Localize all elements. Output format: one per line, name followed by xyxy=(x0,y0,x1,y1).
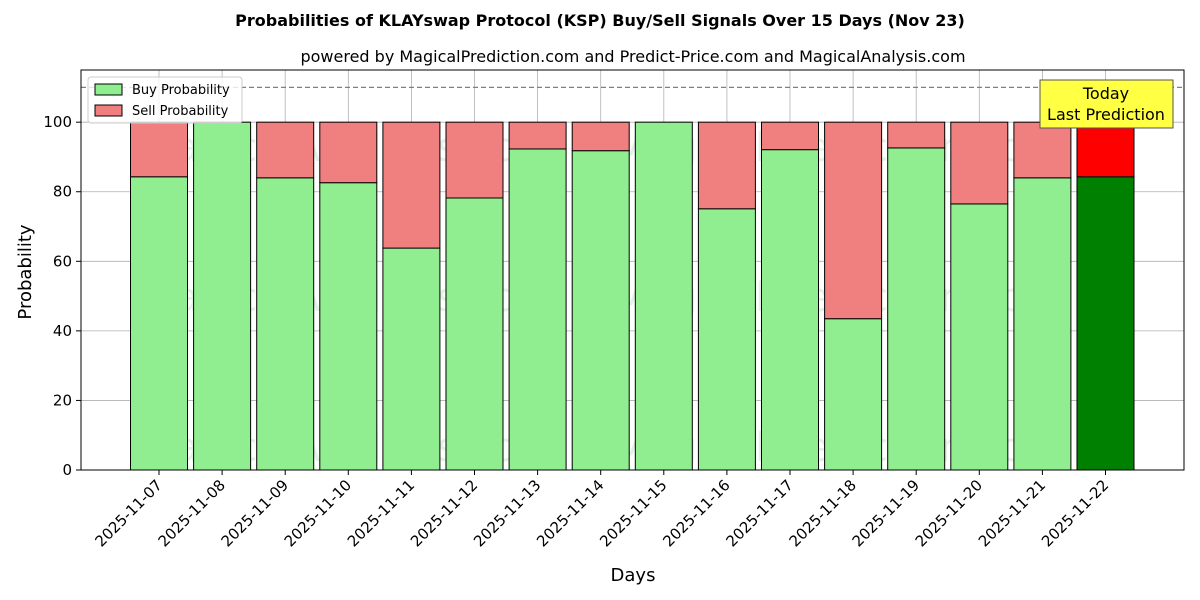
y-tick-label: 0 xyxy=(62,461,72,479)
x-tick-label: 2025-11-21 xyxy=(975,476,1049,550)
buy-bar xyxy=(887,147,946,471)
x-tick-label: 2025-11-13 xyxy=(470,476,544,550)
legend-swatch xyxy=(94,83,123,96)
sell-bar xyxy=(761,121,819,151)
x-tick-label: 2025-11-11 xyxy=(344,476,418,550)
x-tick-label: 2025-11-18 xyxy=(786,476,860,550)
buy-bar xyxy=(824,318,883,471)
legend-entry: Sell Probability xyxy=(132,104,229,119)
x-axis-ticks: 2025-11-072025-11-082025-11-092025-11-10… xyxy=(91,470,1112,550)
buy-bar xyxy=(256,177,315,471)
y-tick-label: 40 xyxy=(53,322,72,340)
buy-bar xyxy=(697,208,756,471)
x-tick-label: 2025-11-08 xyxy=(155,476,229,550)
sell-bar xyxy=(824,121,883,320)
plot-frame xyxy=(80,69,1185,471)
sell-bar xyxy=(697,121,756,210)
sell-bar xyxy=(382,121,441,249)
x-tick-label: 2025-11-12 xyxy=(407,476,481,550)
sell-bar xyxy=(508,121,567,150)
sell-bar xyxy=(256,121,315,179)
buy-bar xyxy=(950,203,1009,471)
sell-bar xyxy=(445,121,504,199)
chart-subtitle: powered by MagicalPrediction.com and Pre… xyxy=(300,47,965,66)
y-tick-label: 80 xyxy=(53,183,72,201)
x-axis-label: Days xyxy=(611,565,656,586)
sell-bar xyxy=(1013,121,1072,179)
annotation-box xyxy=(1039,79,1174,129)
buy-bar xyxy=(445,197,504,471)
y-axis-ticks: 0 20 40 60 80 100 xyxy=(43,113,81,479)
sell-bar xyxy=(887,121,946,149)
bars xyxy=(130,121,1135,471)
buy-bar xyxy=(634,121,693,471)
legend-box xyxy=(87,76,243,124)
x-tick-label: 2025-11-16 xyxy=(659,476,733,550)
buy-bar xyxy=(382,247,441,471)
buy-bar xyxy=(1013,177,1072,471)
legend: Buy Probability Sell Probability xyxy=(87,76,243,124)
annotation-text: Today xyxy=(1082,84,1129,103)
legend-entry: Buy Probability xyxy=(132,83,230,98)
today-annotation: Today Last Prediction xyxy=(1039,79,1174,129)
sell-bar xyxy=(319,121,378,184)
buy-bar xyxy=(508,148,567,471)
buy-bar xyxy=(130,176,188,471)
sell-bar xyxy=(1076,121,1135,178)
sell-bar xyxy=(130,121,188,178)
x-tick-label: 2025-11-09 xyxy=(218,476,292,550)
x-tick-label: 2025-11-19 xyxy=(849,476,923,550)
x-tick-label: 2025-11-14 xyxy=(533,476,607,550)
x-tick-label: 2025-11-20 xyxy=(912,476,986,550)
y-tick-label: 60 xyxy=(53,252,72,270)
buy-bar xyxy=(571,150,630,471)
sell-bar xyxy=(950,121,1009,205)
x-tick-label: 2025-11-22 xyxy=(1038,476,1112,550)
x-tick-label: 2025-11-07 xyxy=(91,476,165,550)
chart-title: Probabilities of KLAYswap Protocol (KSP)… xyxy=(235,11,965,30)
x-tick-label: 2025-11-15 xyxy=(596,476,670,550)
buy-bar xyxy=(193,121,252,471)
x-tick-label: 2025-11-17 xyxy=(722,476,796,550)
y-tick-label: 20 xyxy=(53,391,72,409)
y-tick-label: 100 xyxy=(43,113,72,131)
y-axis-label: Probability xyxy=(15,224,36,319)
annotation-text: Last Prediction xyxy=(1047,105,1165,124)
x-tick-label: 2025-11-10 xyxy=(281,476,355,550)
sell-bar xyxy=(571,121,630,152)
buy-bar xyxy=(761,149,819,471)
buy-bar xyxy=(319,182,378,471)
buy-bar xyxy=(1076,176,1135,471)
legend-swatch xyxy=(94,104,123,117)
